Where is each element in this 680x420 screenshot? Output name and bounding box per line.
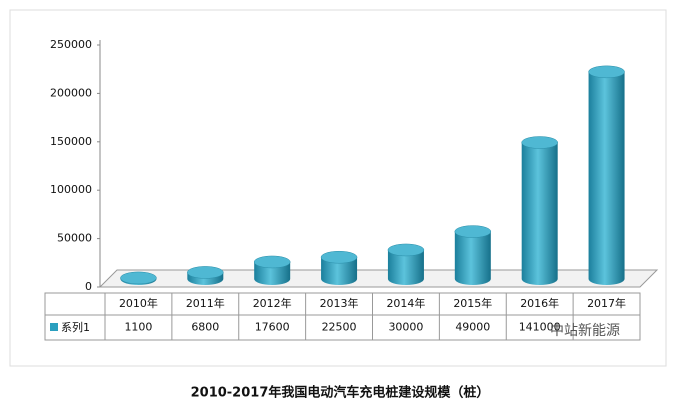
y-tick-label: 150000 xyxy=(50,135,92,148)
x-tick-label: 2013年 xyxy=(320,296,359,310)
x-tick-label: 2012年 xyxy=(253,296,292,310)
y-tick-label: 0 xyxy=(85,280,92,293)
table-frame xyxy=(44,292,641,341)
table-value: 141000 xyxy=(519,321,561,334)
x-tick-label: 2010年 xyxy=(119,296,158,310)
bar-top xyxy=(588,65,625,79)
bar xyxy=(588,71,625,286)
floor xyxy=(98,269,659,288)
watermark: 中站新能源 xyxy=(550,323,620,339)
legend-label: 系列1 xyxy=(61,320,90,334)
bar xyxy=(454,231,491,285)
y-tick-label: 200000 xyxy=(50,86,92,99)
table-value: 1100 xyxy=(124,321,152,334)
table-value: 30000 xyxy=(388,321,423,334)
bar xyxy=(387,249,424,285)
table-value: 49000 xyxy=(455,321,490,334)
x-tick-label: 2017年 xyxy=(587,296,626,310)
bar-top xyxy=(387,243,425,257)
y-tick-label: 50000 xyxy=(57,232,92,245)
x-tick-label: 2016年 xyxy=(520,296,559,310)
bar-top xyxy=(521,136,558,149)
bar-top xyxy=(120,271,157,285)
bar xyxy=(321,257,358,285)
bar xyxy=(521,142,558,285)
chart-frame xyxy=(9,9,667,367)
chart-title: 2010-2017年我国电动汽车充电桩建设规模（桩） xyxy=(191,385,490,401)
x-tick-label: 2011年 xyxy=(186,296,225,310)
y-tick-label: 100000 xyxy=(50,183,92,196)
x-tick-label: 2014年 xyxy=(386,296,425,310)
table-value: 17600 xyxy=(255,321,290,334)
bar-top xyxy=(320,250,358,264)
bar-top xyxy=(253,255,291,269)
table-value: 6800 xyxy=(191,321,219,334)
x-tick-label: 2015年 xyxy=(453,296,492,310)
legend-swatch xyxy=(50,323,58,331)
bar-top xyxy=(187,266,224,279)
table-value: 22500 xyxy=(322,321,357,334)
y-tick-label: 250000 xyxy=(50,38,92,51)
bar-top xyxy=(454,225,492,238)
bar xyxy=(254,261,291,285)
